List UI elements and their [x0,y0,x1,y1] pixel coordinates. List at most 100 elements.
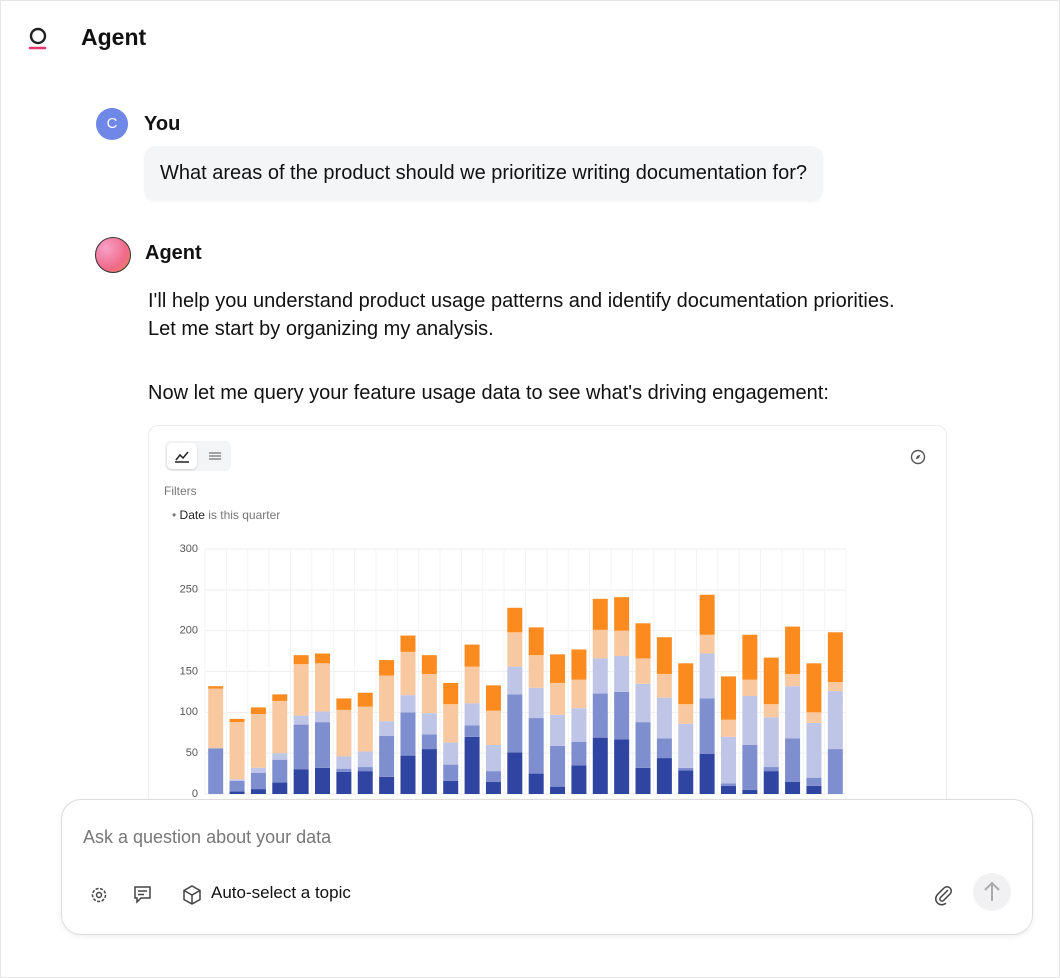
bar-segment [293,769,309,794]
bar-segment [208,688,224,749]
send-button[interactable] [973,873,1011,911]
bar-segment [528,773,544,794]
bar-segment [742,696,758,745]
bar-segment [336,709,352,757]
bar-segment [400,755,416,794]
bar-segment [656,697,672,739]
bar-segment [785,781,801,794]
chart-view-button[interactable] [167,443,197,469]
bar-segment [827,682,843,692]
bar-segment [272,782,288,794]
explore-icon[interactable] [909,448,927,466]
bar-segment [250,713,266,768]
bar-segment [785,673,801,687]
bar-segment [550,682,566,715]
bar-segment [763,717,779,768]
bar-segment [678,663,694,705]
agent-name: Agent [145,242,202,264]
bar-segment [229,780,245,792]
attach-button[interactable] [932,883,954,907]
bar-segment [272,700,288,754]
bar-segment [678,770,694,794]
y-tick-label: 50 [186,747,198,759]
bar-segment [699,594,715,635]
bar-segment [443,780,459,794]
bar-segment [315,767,331,794]
bar-segment [507,632,523,667]
bar-segment [720,783,736,786]
bar-segment [293,664,309,716]
bar-segment [485,685,501,711]
bar-segment [443,764,459,781]
bar-segment [379,660,395,676]
topic-selector[interactable]: Auto-select a topic [211,883,351,902]
bar-segment [357,706,373,752]
bar-segment [806,777,822,786]
bar-segment [357,767,373,772]
bar-segment [614,691,630,740]
bar-segment [806,663,822,713]
bar-segment [293,655,309,665]
chat-input[interactable]: Ask a question about your data Auto-sele… [61,799,1033,935]
bar-segment [485,781,501,794]
y-tick-label: 100 [180,706,198,718]
bar-segment [614,597,630,631]
bar-segment [742,745,758,790]
bar-segment [592,693,608,738]
agent-text: I'll help you understand product usage p… [148,290,895,340]
bar-segment [699,753,715,794]
view-toggle [165,441,231,471]
bar-segment [507,607,523,633]
bar-segment [250,767,266,773]
bar-segment [699,653,715,699]
bar-segment [357,692,373,707]
y-tick-label: 0 [192,788,198,800]
bar-segment [272,694,288,701]
bar-segment [528,718,544,774]
topic-icon[interactable] [181,884,203,906]
bar-segment [443,682,459,705]
bar-segment [379,721,395,737]
bar-segment [678,704,694,724]
chart: 0 50 100 150 200 250 300 [180,543,847,800]
bar-segment [315,663,331,712]
bar-segment [229,718,245,723]
bar-segment [507,694,523,753]
bar-segment [421,749,437,794]
prompt-button[interactable] [133,885,155,905]
bar-segment [379,736,395,777]
bar-segment [806,785,822,794]
bar-segment [208,686,224,689]
bar-segment [421,673,437,714]
bar-segment [742,634,758,680]
agent-avatar [95,237,131,273]
bar-segment [763,771,779,794]
bar-segment [507,752,523,794]
bar-segment [550,654,566,683]
bar-segment [528,655,544,688]
y-tick-label: 200 [180,625,198,637]
bar-segment [656,738,672,759]
settings-button[interactable] [89,885,109,905]
bar-segment [635,722,651,768]
bar-segment [635,683,651,723]
filters-label: Filters [164,484,197,498]
filter-condition: is this quarter [208,508,281,522]
bar-segment [785,626,801,674]
bar-segment [357,771,373,794]
user-message: What areas of the product should we prio… [144,146,824,201]
table-view-button[interactable] [201,443,229,469]
filter-field: Date [179,508,205,522]
bar-segment [656,673,672,698]
bar-segment [763,704,779,718]
bar-segment [806,712,822,723]
bar-segment [400,712,416,756]
bar-segment [336,756,352,769]
bar-segment [592,598,608,630]
bar-segment [443,742,459,765]
bar-segment [550,786,566,794]
logo [28,27,47,50]
bar-segment [250,772,266,790]
bar-segment [208,748,224,794]
